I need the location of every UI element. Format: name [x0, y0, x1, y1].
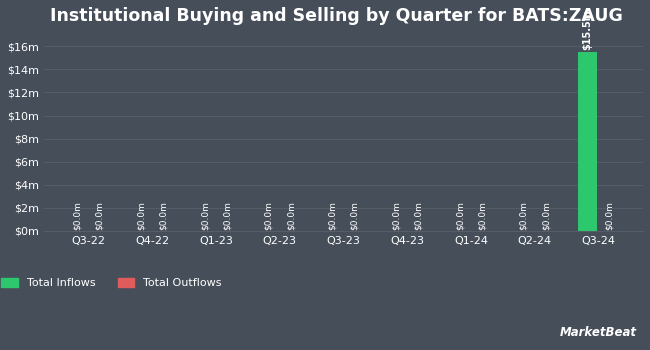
Text: $0.0m: $0.0m — [391, 201, 400, 230]
Text: MarketBeat: MarketBeat — [560, 327, 637, 340]
Text: $0.0m: $0.0m — [159, 201, 168, 230]
Text: $0.0m: $0.0m — [455, 201, 464, 230]
Text: $0.0m: $0.0m — [605, 201, 614, 230]
Text: $0.0m: $0.0m — [328, 201, 337, 230]
Bar — [578, 52, 597, 231]
Text: $0.0m: $0.0m — [136, 201, 146, 230]
Text: $0.0m: $0.0m — [222, 201, 231, 230]
Text: Institutional Buying and Selling by Quarter for BATS:ZAUG: Institutional Buying and Selling by Quar… — [50, 7, 623, 25]
Text: $0.0m: $0.0m — [350, 201, 359, 230]
Text: $0.0m: $0.0m — [287, 201, 295, 230]
Text: $0.0m: $0.0m — [519, 201, 528, 230]
Text: $0.0m: $0.0m — [414, 201, 423, 230]
Text: $15.5m: $15.5m — [582, 10, 592, 50]
Text: $0.0m: $0.0m — [264, 201, 273, 230]
Legend: Total Inflows, Total Outflows: Total Inflows, Total Outflows — [1, 278, 222, 288]
Text: $0.0m: $0.0m — [541, 201, 551, 230]
Text: $0.0m: $0.0m — [73, 201, 82, 230]
Text: $0.0m: $0.0m — [478, 201, 487, 230]
Text: $0.0m: $0.0m — [95, 201, 104, 230]
Text: $0.0m: $0.0m — [200, 201, 209, 230]
